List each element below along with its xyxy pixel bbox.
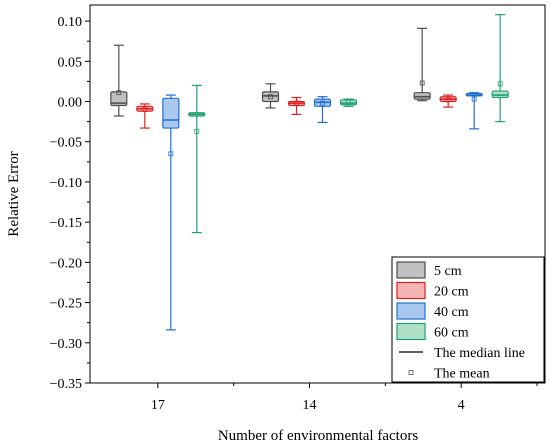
x-axis-label: Number of environmental factors <box>218 428 419 444</box>
y-axis-label: Relative Error <box>6 151 22 236</box>
mean-marker <box>497 81 503 87</box>
mean-marker <box>445 97 451 103</box>
mean-marker <box>419 80 425 86</box>
legend-label: 20 cm <box>434 285 469 300</box>
box-60cm-4 <box>491 14 509 123</box>
box-iqr <box>162 97 180 129</box>
mean-marker <box>194 128 200 134</box>
y-tick-label: −0.35 <box>50 377 82 392</box>
y-tick-label: −0.05 <box>50 136 82 151</box>
y-tick-label: 0.10 <box>58 15 83 30</box>
x-axis: 17 14 4 <box>151 383 538 413</box>
box-20cm-4 <box>439 94 457 108</box>
box-5cm-4 <box>413 27 431 102</box>
box-60cm-17 <box>188 84 206 234</box>
y-tick-label: −0.20 <box>50 256 82 271</box>
legend-swatch <box>396 261 426 279</box>
legend-swatch <box>396 322 426 341</box>
box-40cm-14 <box>313 96 332 124</box>
plot-area-frame <box>89 4 546 384</box>
mean-marker <box>268 94 273 100</box>
legend-swatch <box>396 302 426 320</box>
legend-label: 40 cm <box>434 305 469 320</box>
x-tick-label: 14 <box>303 398 317 413</box>
mean-marker <box>471 96 477 102</box>
mean-marker <box>294 100 299 106</box>
legend-label: 60 cm <box>434 326 469 341</box>
y-tick-label: 0.00 <box>58 96 83 111</box>
y-tick-label: −0.25 <box>50 297 82 312</box>
x-tick-label: 17 <box>151 398 165 413</box>
y-tick-label: −0.10 <box>50 176 82 191</box>
y-tick-label: −0.15 <box>50 216 82 231</box>
legend: 5 cm 20 cm 40 cm 60 cm The median line The me… <box>391 256 545 383</box>
box-iqr <box>261 91 280 103</box>
mean-marker <box>116 90 122 96</box>
mean-marker <box>168 151 174 157</box>
box-20cm-17 <box>136 103 154 129</box>
x-tick-label: 4 <box>458 398 465 413</box>
box-20cm-14 <box>287 96 306 115</box>
legend-label: The median line <box>434 346 525 361</box>
box-5cm-14 <box>261 83 280 109</box>
legend-label: 5 cm <box>434 264 462 279</box>
y-axis: 0.10 0.05 0.00 −0.05 −0.10 −0.15 −0.20 −0.25 −0.… <box>50 15 90 392</box>
box-40cm-17 <box>162 94 180 331</box>
legend-swatch <box>396 281 426 300</box>
box-40cm-4 <box>465 92 483 130</box>
mean-marker <box>346 99 351 105</box>
box-5cm-17 <box>110 44 128 117</box>
y-tick-label: −0.30 <box>50 337 82 352</box>
legend-label: The mean <box>434 367 490 382</box>
box-series <box>110 14 509 331</box>
box-iqr <box>413 92 431 100</box>
box-60cm-14 <box>339 98 358 107</box>
y-tick-label: 0.05 <box>58 55 83 70</box>
box-iqr <box>491 90 509 99</box>
mean-marker <box>320 100 325 106</box>
legend-mean-symbol <box>408 370 414 375</box>
box-iqr <box>110 91 128 107</box>
mean-marker <box>142 107 148 112</box>
